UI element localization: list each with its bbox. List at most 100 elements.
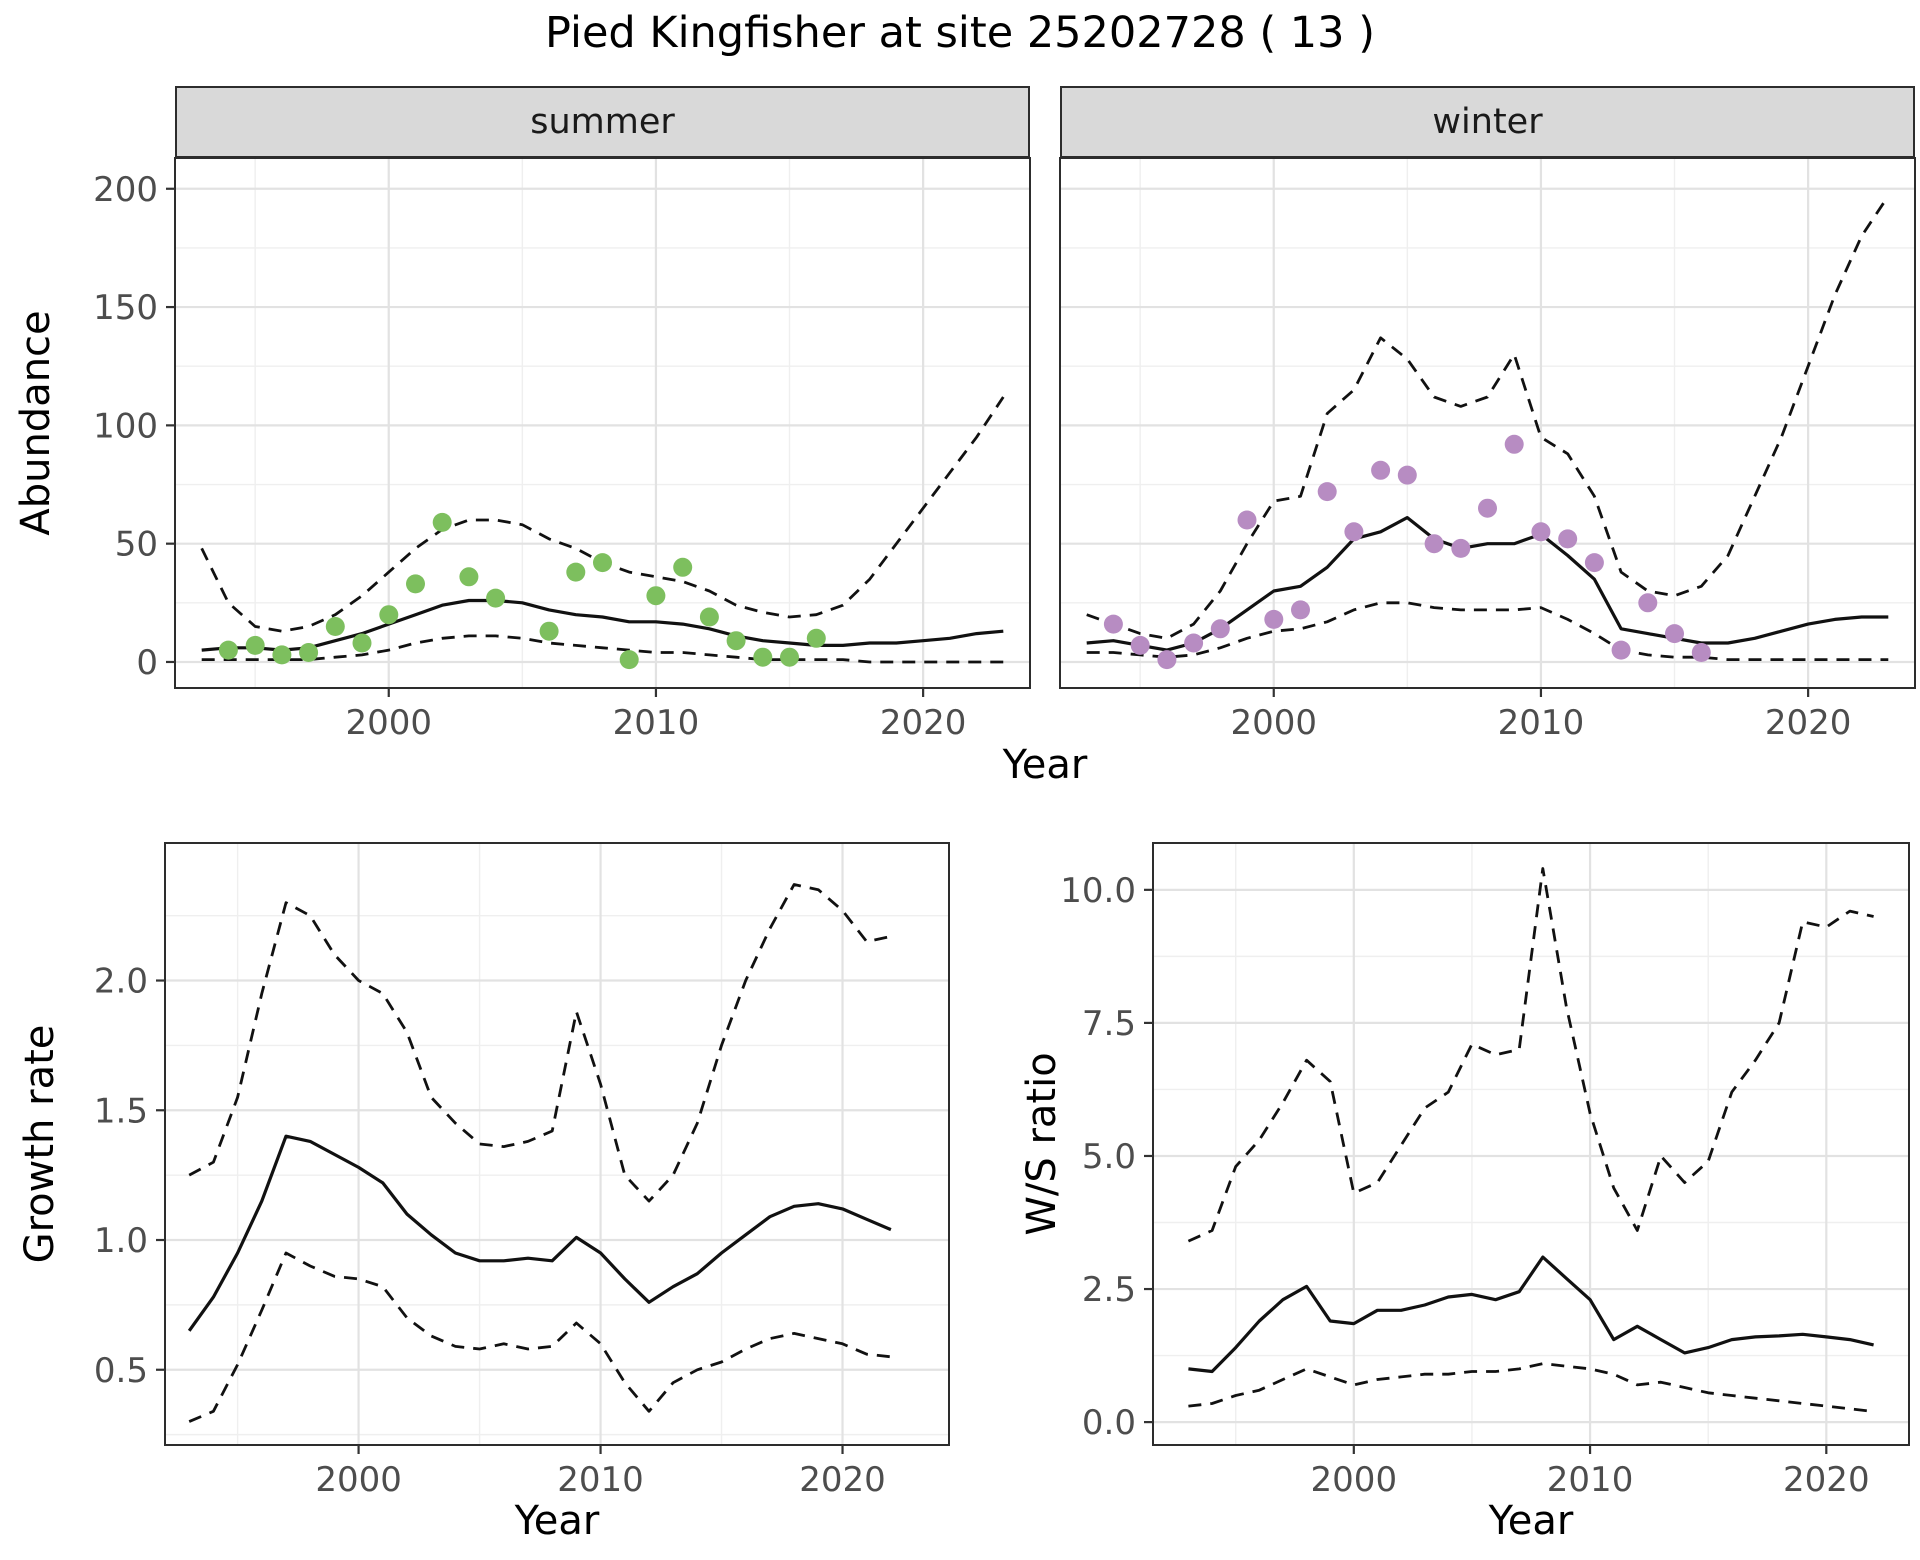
series-upper-ci [1187, 867, 1874, 1243]
observation-point [1691, 643, 1711, 662]
observation-point [1103, 614, 1123, 634]
observation-point [379, 605, 399, 625]
observation-point [1397, 465, 1417, 485]
observation-point [1504, 434, 1524, 454]
observation-point [1584, 553, 1604, 573]
y-axis-title-ws-ratio: W/S ratio [1019, 1052, 1065, 1236]
observation-point [272, 645, 292, 665]
panel-background-2 [165, 843, 949, 1445]
panel-border-1 [1059, 157, 1916, 689]
observation-point [1237, 510, 1257, 530]
y-tick-label: 100 [93, 406, 158, 446]
series-upper-ci [1086, 195, 1890, 640]
observation-point [1264, 609, 1284, 629]
x-tick-label: 2020 [1783, 1460, 1870, 1500]
observation-point [806, 628, 826, 648]
x-tick-label: 2010 [613, 703, 700, 743]
x-tick-label: 2000 [1230, 703, 1317, 743]
observation-point [486, 588, 506, 608]
facet-strip-summer-label: summer [530, 102, 675, 142]
observation-point [699, 607, 719, 627]
x-tick-label: 2010 [1498, 703, 1585, 743]
observation-point [1558, 529, 1578, 549]
series-lower-ci [188, 1251, 892, 1423]
x-tick-label: 2010 [557, 1460, 644, 1500]
y-axis-title-abundance: Abundance [13, 310, 59, 536]
series-lower-ci [1188, 1362, 1874, 1413]
y-tick-label: 50 [115, 525, 158, 565]
observation-point [325, 617, 345, 636]
x-tick-label: 2020 [880, 703, 967, 743]
observation-point [726, 631, 746, 651]
x-axis-title-year-top: Year [1002, 742, 1088, 788]
observation-point [1424, 534, 1444, 554]
facet-strip-summer: summer [175, 86, 1030, 158]
y-tick-label: 0 [136, 643, 158, 683]
observation-point [245, 635, 265, 655]
x-tick-label: 2010 [1547, 1460, 1634, 1500]
observation-point [352, 633, 372, 653]
x-tick-label: 2020 [1765, 703, 1852, 743]
series-upper-ci [188, 883, 892, 1203]
y-tick-label: 10.0 [1060, 871, 1136, 911]
y-tick-label: 1.0 [94, 1221, 148, 1261]
observation-point [566, 562, 586, 582]
observation-point [753, 647, 773, 667]
observation-point [1611, 640, 1631, 660]
series-model-fit [1188, 1255, 1874, 1374]
x-tick-label: 2000 [315, 1460, 402, 1500]
series-model-fit [187, 1134, 892, 1332]
observation-point [619, 650, 639, 670]
y-tick-label: 5.0 [1082, 1137, 1136, 1177]
y-tick-label: 150 [93, 288, 158, 328]
panel-background-1 [1060, 158, 1915, 688]
observation-point [673, 557, 693, 577]
observation-point [780, 647, 799, 667]
y-tick-label: 200 [93, 170, 158, 210]
y-tick-label: 1.5 [94, 1091, 148, 1131]
observation-point [539, 621, 559, 641]
panel-border-0 [174, 157, 1031, 689]
observation-point [1210, 619, 1230, 639]
panel-border-3 [1152, 842, 1910, 1446]
y-tick-label: 0.5 [94, 1351, 148, 1391]
observation-point [646, 586, 666, 606]
observation-point [1344, 522, 1364, 542]
x-tick-label: 2020 [799, 1460, 886, 1500]
observation-point [1478, 498, 1497, 518]
y-tick-label: 7.5 [1082, 1004, 1136, 1044]
observation-point [459, 567, 479, 587]
page-title: Pied Kingfisher at site 25202728 ( 13 ) [545, 8, 1375, 58]
observation-point [1531, 522, 1551, 542]
observation-point [1665, 624, 1684, 644]
observation-point [593, 553, 612, 573]
observation-point [1451, 538, 1471, 558]
observation-point [299, 643, 319, 662]
x-tick-label: 2000 [1311, 1460, 1398, 1500]
x-tick-label: 2000 [345, 703, 432, 743]
observation-point [432, 512, 452, 532]
y-tick-label: 0.0 [1082, 1403, 1136, 1443]
observation-point [218, 640, 238, 660]
observation-point [1157, 650, 1177, 670]
x-axis-title-year-growth: Year [514, 1498, 600, 1544]
y-axis-title-growth-rate: Growth rate [17, 1024, 63, 1264]
series-lower-ci [1086, 601, 1889, 661]
observation-point [1291, 600, 1310, 620]
x-axis-title-year-ws: Year [1488, 1498, 1574, 1544]
y-tick-label: 2.0 [94, 962, 148, 1002]
facet-strip-winter: winter [1060, 86, 1915, 158]
observation-point [1371, 460, 1391, 480]
facet-strip-winter-label: winter [1432, 102, 1543, 142]
observation-point [1317, 482, 1337, 502]
observation-point [1130, 635, 1150, 655]
observation-point [1638, 593, 1658, 613]
series-lower-ci [201, 634, 1004, 664]
y-tick-label: 2.5 [1082, 1270, 1136, 1310]
observation-point [406, 574, 425, 594]
observation-point [1184, 633, 1204, 653]
panel-background-0 [175, 158, 1030, 688]
panel-border-2 [164, 842, 950, 1446]
